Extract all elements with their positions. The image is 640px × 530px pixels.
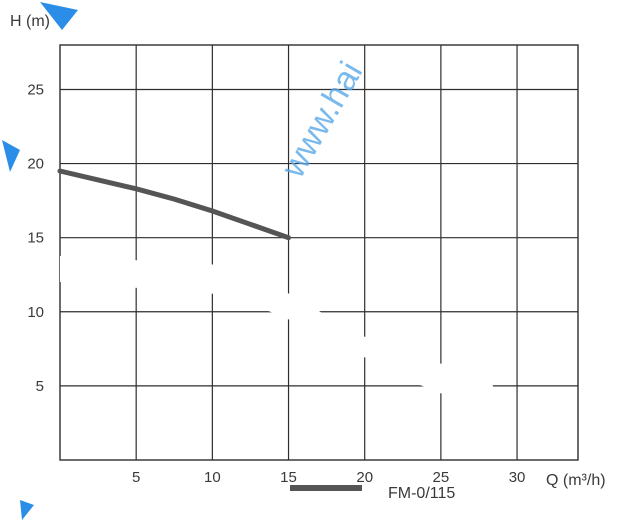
y-tick-label-5: 5 [36,378,44,395]
watermark: www.hai [2,2,370,520]
x-tick-label-25: 25 [433,469,450,486]
y-tick-label-15: 15 [27,230,44,247]
x-tick-label-10: 10 [204,469,221,486]
y-tick-label-10: 10 [27,304,44,321]
y-axis-label: H (m) [10,13,50,30]
grid-lines [60,45,578,460]
legend: FM-0/115 [290,485,455,502]
x-tick-label-5: 5 [132,469,140,486]
y-tick-label-25: 25 [27,81,44,98]
x-axis-label: Q (m³/h) [546,472,606,489]
watermark-mark-bottom [20,500,34,520]
scan-artifacts [60,256,500,405]
legend-label-fm-0-115: FM-0/115 [388,485,455,502]
series-layer [57,168,291,241]
y-tick-labels: 5 10 15 20 25 [27,81,44,394]
y-tick-label-20: 20 [27,156,44,173]
watermark-mark-left [2,140,20,172]
x-tick-label-20: 20 [356,469,373,486]
x-tick-label-30: 30 [509,469,526,486]
x-tick-label-15: 15 [280,469,297,486]
plot-frame [59,44,579,461]
series-line-0 [57,168,291,241]
x-tick-labels: 5 10 15 20 25 30 [132,469,525,486]
watermark-mark-top [40,2,78,30]
